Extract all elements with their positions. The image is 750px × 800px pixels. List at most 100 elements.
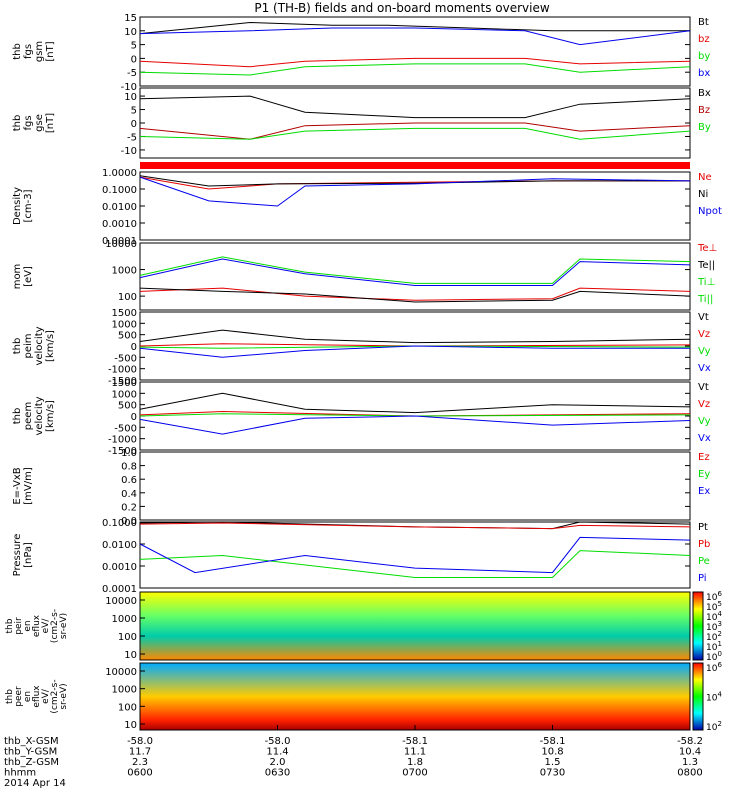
colorbar [692, 591, 704, 661]
legend-label: Ey [698, 469, 710, 480]
y-tick-label: -10 [121, 82, 137, 93]
y-tick-label: 500 [118, 331, 137, 342]
panel-frame [139, 16, 691, 87]
y-tick-label: 0.6 [121, 475, 137, 486]
x-tick-label: 0800 [677, 768, 702, 779]
y-axis-label: thbfgsgsm[nT] [12, 41, 56, 62]
y-tick-label: 0.8 [121, 462, 137, 473]
legend-label: Pe [698, 556, 710, 567]
legend-label: Pi [698, 573, 707, 584]
colorbar-label: 104 [706, 691, 722, 704]
legend-label: Vy [698, 346, 711, 357]
legend-label: Vx [698, 363, 711, 374]
legend-label: Vz [698, 399, 710, 410]
panel-peem-velocity: 150010005000-500-1000-1500thbpeemvelocit… [12, 378, 711, 457]
series-line-Vx [139, 415, 691, 435]
panel-frame [139, 242, 691, 311]
series-line-Ti⊥ [139, 256, 691, 284]
x-tick-label: 11.4 [266, 747, 288, 758]
spectrogram-image [140, 592, 690, 660]
y-tick-label: 5 [131, 41, 137, 52]
y-tick-label: 0 [131, 412, 137, 423]
x-tick-label: 2.0 [270, 757, 286, 768]
y-tick-label: 1000 [112, 266, 137, 277]
y-tick-label: 10 [124, 650, 137, 661]
y-tick-label: 0.0001 [102, 584, 137, 595]
y-tick-label: 15 [124, 13, 137, 24]
y-axis-label: thbpeemvelocity[km/s] [12, 396, 56, 435]
x-row-label: thb_Y-GSM [4, 747, 57, 758]
series-line-bz [139, 57, 691, 68]
series-line-Bt [139, 21, 690, 35]
x-tick-label: 1.5 [545, 757, 561, 768]
panel-temperature: 10000 1000 100 mom[eV] Te⊥ Te|| Ti⊥ Ti|| [12, 239, 717, 311]
y-tick-label: 0.1000 [102, 518, 137, 529]
y-tick-label: 0 [131, 54, 137, 65]
x-tick-label: 11.7 [129, 747, 151, 758]
y-tick-label: -5 [127, 132, 137, 143]
y-axis-label: thbpeirenefluxeV/(cm2-s-sr-eV) [5, 609, 69, 643]
y-tick-label: 100 [118, 632, 137, 643]
series-line-Vz [139, 343, 691, 347]
x-tick-label: -58.1 [540, 736, 566, 747]
series-line-Te|| [139, 287, 691, 303]
panel-frame [139, 591, 691, 661]
legend-label: Bt [698, 17, 709, 28]
y-tick-label: 0.0 [121, 516, 137, 527]
legend-label: Pt [698, 522, 708, 533]
y-tick-label: 10000 [105, 667, 137, 678]
y-axis-label: thbfgsgse[nT] [12, 113, 56, 133]
x-axis-labels: thb_X-GSM -58.0 -58.0 -58.1 -58.1 -58.2 thb_Y-… [4, 725, 703, 789]
legend-label: Ti⊥ [697, 277, 715, 288]
series-line-Bx [139, 95, 691, 119]
y-tick-label: 10 [124, 27, 137, 38]
legend-label: Vy [698, 416, 711, 427]
y-tick-label: -1500 [108, 376, 137, 387]
series-line-Pe [139, 550, 691, 578]
legend-label: Pb [698, 539, 710, 550]
panel-pressure: 0.1000 0.0100 0.0010 0.0001 Pressure[nPa] Pt P… [12, 518, 710, 595]
y-axis-label: thbpeerenefluxeV/(cm2-s-sr-eV) [5, 679, 69, 713]
panel-peim-velocity: 150010005000-500-1000-1500thbpeimvelocit… [12, 308, 711, 387]
series-line-Ti|| [139, 258, 691, 286]
y-tick-label: -1000 [108, 435, 137, 446]
y-tick-label: 0.0010 [102, 219, 137, 230]
colorbar [692, 662, 704, 731]
legend-label: Npot [698, 206, 722, 217]
legend-label: Vt [698, 382, 709, 393]
spectrogram-peir-flux: 10000 1000 100 10 thbpeirenefluxeV/(cm2-s-sr… [5, 590, 722, 663]
x-row-label: hhmm [4, 768, 36, 779]
series-line-By [139, 127, 691, 140]
line-panels: 15 10 5 0 -5 -10 thbfgsgsm[nT] Bt bz by bx 10 5 0 -5 -1… [12, 13, 722, 595]
x-tick-label: 10.4 [679, 747, 701, 758]
y-tick-label: 0.2 [121, 502, 137, 513]
y-axis-label: Pressure[nPa] [12, 534, 34, 577]
x-tick-label: -58.1 [402, 736, 428, 747]
y-tick-label: 1500 [112, 308, 137, 319]
legend-label: by [698, 51, 710, 62]
series-line-by [139, 63, 691, 76]
plot-title: P1 (TH-B) fields and on-board moments ov… [254, 1, 550, 15]
y-tick-label: 1000 [112, 319, 137, 330]
y-tick-label: 0 [131, 342, 137, 353]
panel-fgs-gsm: 15 10 5 0 -5 -10 thbfgsgsm[nT] Bt bz by bx [12, 13, 710, 93]
series-line-bx [139, 27, 691, 46]
series-line-Pb [139, 522, 691, 530]
legend-label: Te|| [697, 260, 715, 271]
panel-frame [139, 451, 691, 521]
legend-label: bz [698, 34, 710, 45]
y-tick-label: 0.0010 [102, 562, 137, 573]
spectrogram-panels: 10000 1000 100 10 thbpeirenefluxeV/(cm2-s-sr… [5, 590, 722, 733]
legend-label: Ne [698, 172, 712, 183]
y-tick-label: -500 [114, 423, 137, 434]
panel-e-field: 1.0 0.8 0.6 0.4 0.2 0.0 E=-VxB[mV/m] Ez Ey Ex [12, 448, 710, 527]
y-tick-label: 10 [124, 720, 137, 731]
y-tick-label: 1500 [112, 378, 137, 389]
y-axis-label: E=-VxB[mV/m] [12, 467, 34, 505]
legend-label: Vx [698, 433, 711, 444]
legend-label: Bx [698, 88, 711, 99]
x-tick-label: 1.3 [682, 757, 698, 768]
y-axis-label: thbpeimvelocity[km/s] [12, 326, 56, 365]
legend-label: bx [698, 68, 710, 79]
legend-label: Ez [698, 452, 710, 463]
